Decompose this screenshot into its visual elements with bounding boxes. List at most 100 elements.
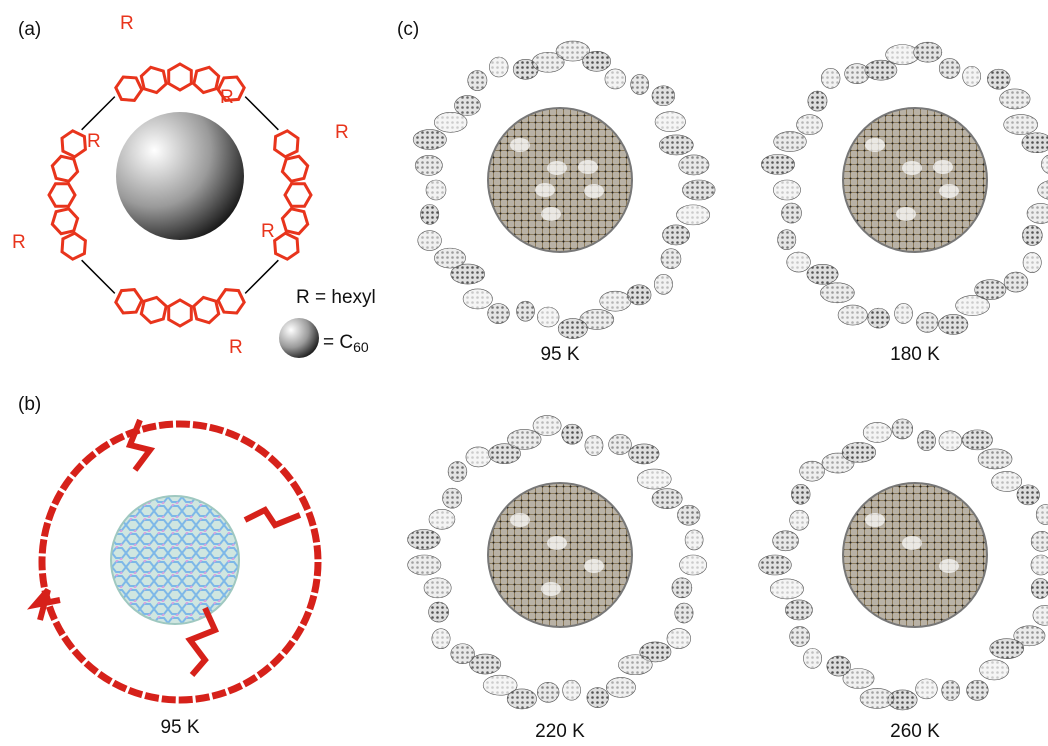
ring-density xyxy=(609,434,632,454)
ring-density xyxy=(773,531,799,551)
ring-density xyxy=(1031,531,1048,551)
linker-bond xyxy=(245,97,278,130)
ring-density xyxy=(685,530,703,550)
ring-density xyxy=(468,71,487,91)
ring-density xyxy=(1022,225,1042,245)
ring-density xyxy=(759,555,792,575)
density-hole xyxy=(541,207,561,221)
ring-density xyxy=(429,509,455,529)
ring-density xyxy=(895,303,913,323)
ring-density xyxy=(429,602,449,622)
ring-density xyxy=(838,305,867,325)
ring-density xyxy=(537,307,559,327)
ring-density xyxy=(533,416,561,436)
substituent-label: R xyxy=(335,122,349,143)
hexagon-ring xyxy=(62,233,85,259)
ring-density xyxy=(605,69,626,89)
linker-bond xyxy=(82,260,115,293)
ring-density xyxy=(563,680,581,700)
density-hole xyxy=(902,161,922,175)
ring-density xyxy=(770,579,803,599)
ring-density xyxy=(654,274,672,294)
density-hole xyxy=(584,559,604,573)
density-hole xyxy=(510,513,530,527)
hexagon-ring xyxy=(282,156,307,181)
ring-density xyxy=(432,629,450,649)
ring-density xyxy=(1027,203,1048,223)
substituent-label: R xyxy=(229,337,243,358)
ring-density xyxy=(785,600,812,620)
ring-density xyxy=(803,648,821,668)
ring-density xyxy=(821,68,840,88)
hexagon-ring xyxy=(116,77,142,100)
ring-density xyxy=(774,132,807,152)
ring-density xyxy=(1031,555,1048,575)
ring-density xyxy=(488,304,510,324)
ring-density xyxy=(939,314,968,334)
ring-density xyxy=(421,204,439,224)
ring-density xyxy=(787,252,811,272)
density-hole xyxy=(902,536,922,550)
legend-sphere xyxy=(279,318,319,358)
ring-density xyxy=(676,205,709,225)
ring-density xyxy=(679,155,709,175)
fullerene-model xyxy=(111,496,239,624)
ring-density xyxy=(1004,272,1028,292)
ring-density xyxy=(916,679,938,699)
panel-label: (b) xyxy=(18,394,41,415)
linker-bond xyxy=(245,260,278,293)
ring-density xyxy=(914,42,942,62)
hexagon-ring xyxy=(275,131,298,157)
ring-density xyxy=(1023,253,1041,273)
ring-density xyxy=(962,430,992,450)
ring-density xyxy=(677,505,700,525)
ring-density xyxy=(1038,180,1048,200)
ring-density xyxy=(424,578,451,598)
ring-density xyxy=(773,180,800,200)
ring-density xyxy=(661,249,681,269)
fullerene-density xyxy=(488,108,632,252)
ring-density xyxy=(1041,154,1048,174)
ring-density xyxy=(652,86,675,106)
ring-density xyxy=(606,677,635,697)
ring-density xyxy=(618,655,652,675)
hexagon-ring xyxy=(62,131,85,157)
fullerene-density xyxy=(488,483,632,627)
ring-density xyxy=(672,578,692,598)
ring-density xyxy=(680,555,707,575)
hexagon-ring xyxy=(218,290,244,313)
ring-density xyxy=(434,248,465,268)
hexagon-ring xyxy=(49,184,75,207)
ring-density xyxy=(1036,505,1048,525)
density-hole xyxy=(547,161,567,175)
ring-density xyxy=(463,289,492,309)
ring-density xyxy=(800,461,825,481)
ring-density xyxy=(655,112,685,132)
ring-density xyxy=(917,431,935,451)
legend-subscript: 60 xyxy=(353,339,369,355)
ring-density xyxy=(1004,115,1038,135)
ring-density xyxy=(517,301,535,321)
ring-density xyxy=(842,442,876,462)
figure: (a) (b) (c) R R R R R R R R = hexyl = C6… xyxy=(0,0,1048,746)
substituent-label: R xyxy=(120,13,134,34)
ring-density xyxy=(415,155,442,175)
ring-density xyxy=(892,419,913,439)
ring-density xyxy=(987,69,1010,89)
density-maps xyxy=(407,41,1048,710)
substituent-label: R xyxy=(87,131,101,152)
ring-density xyxy=(980,660,1009,680)
linker-bond xyxy=(82,97,115,130)
hexagon-ring xyxy=(141,297,166,322)
ring-density xyxy=(992,471,1022,491)
ring-density xyxy=(483,675,517,695)
ring-density xyxy=(426,180,446,200)
ring-density xyxy=(451,644,475,664)
ring-density xyxy=(558,319,587,339)
density-hole xyxy=(578,160,598,174)
ring-density xyxy=(600,291,631,311)
ring-density xyxy=(942,680,960,700)
ring-density xyxy=(662,225,689,245)
caption: 180 K xyxy=(890,344,940,365)
ring-density xyxy=(868,308,890,328)
